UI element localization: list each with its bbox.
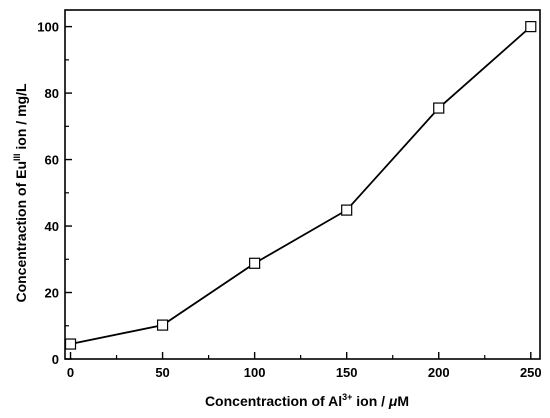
y-axis-title-prefix: Concentraction of Eu xyxy=(13,161,29,303)
ticks: 0 50 100 150 200 250 0 20 40 60 80 100 xyxy=(37,20,541,380)
y-axis-title-superscript: III xyxy=(12,153,22,161)
y-tick-label: 20 xyxy=(45,286,59,301)
data-point-marker xyxy=(525,21,537,33)
y-tick-label: 0 xyxy=(52,352,59,367)
data-point-marker xyxy=(341,204,353,216)
y-tick-label: 100 xyxy=(37,20,59,35)
x-tick-label: 0 xyxy=(67,365,74,380)
x-axis-title-unit: M xyxy=(397,393,409,409)
x-axis-title-superscript: 3+ xyxy=(342,392,352,402)
data-point-marker xyxy=(156,319,169,331)
y-tick-label: 60 xyxy=(45,153,59,168)
x-tick-label: 150 xyxy=(336,365,358,380)
x-tick-label: 200 xyxy=(428,365,450,380)
x-axis-title-prefix: Concentraction of Al xyxy=(205,393,342,409)
x-tick-label: 100 xyxy=(244,365,266,380)
plot-frame xyxy=(64,9,541,360)
x-axis-title-suffix: ion / xyxy=(352,393,389,409)
x-axis-title: Concentraction of Al3+ ion / μM xyxy=(205,392,409,409)
series-layer xyxy=(64,21,537,350)
data-point-marker xyxy=(249,257,261,269)
y-tick-label: 40 xyxy=(45,219,59,234)
y-axis-title: Concentraction of EuIII ion / mg/L xyxy=(12,83,29,303)
series-line xyxy=(70,25,532,345)
x-tick-label: 50 xyxy=(155,365,169,380)
x-axis-title-unit-symbol: μ xyxy=(388,393,398,409)
data-point-marker xyxy=(433,102,445,114)
data-point-marker xyxy=(64,338,77,350)
y-axis-title-suffix: ion / mg/L xyxy=(13,83,29,153)
y-tick-label: 80 xyxy=(45,86,59,101)
axes xyxy=(64,9,541,360)
x-tick-label: 250 xyxy=(520,365,542,380)
